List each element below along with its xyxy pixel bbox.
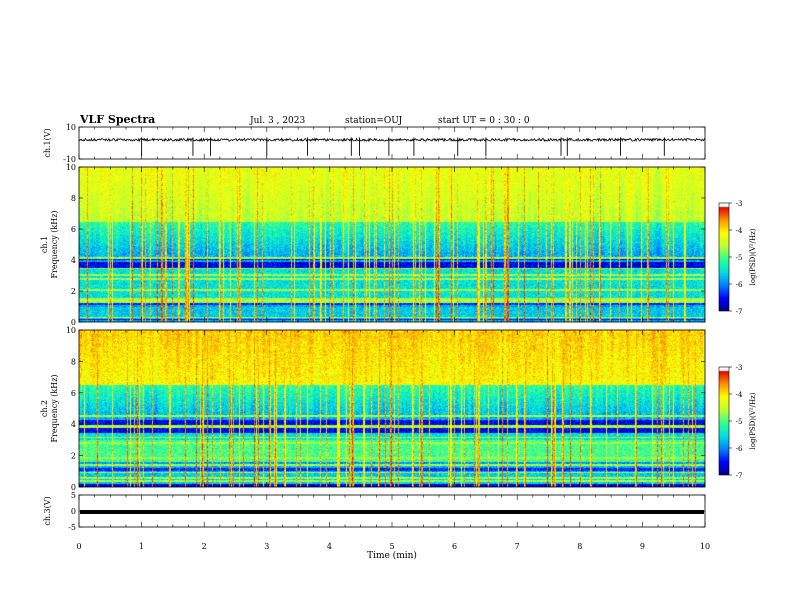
colorbar-ch1-tick-label: -4 — [736, 227, 743, 235]
colorbar-ch2-label: log(PSD)(V²/Hz) — [749, 392, 757, 449]
colorbar-ch1-tick-label: -6 — [736, 281, 743, 289]
colorbar-ch2-tick-label: -6 — [736, 445, 743, 453]
x-tick-label: 2 — [202, 542, 207, 551]
colorbar-ch1-tick-label: -3 — [736, 200, 743, 208]
colorbar-ch1-tick-label: -5 — [736, 254, 743, 262]
x-tick-label: 5 — [389, 542, 394, 551]
figure-title: VLF Spectra — [80, 113, 156, 126]
x-tick-label: 9 — [640, 542, 645, 551]
ch1-spectrogram-ytick-label: 4 — [71, 256, 76, 265]
ch2-spectrogram-ylabel: Frequency (kHz) — [50, 374, 59, 442]
ch3-waveform-ytick-label: -5 — [68, 523, 76, 532]
ch2-spectrogram-ytick-label: 6 — [71, 389, 76, 398]
spectrogram-ch2-image — [79, 330, 705, 487]
colorbar-ch2-image — [719, 367, 729, 475]
ch1-waveform-trace — [78, 137, 706, 143]
colorbar-ch2-tick-label: -3 — [736, 364, 743, 372]
x-axis-label: Time (min) — [367, 550, 417, 561]
x-tick-label: 10 — [700, 542, 710, 551]
date-label: Jul. 3 , 2023 — [250, 116, 306, 126]
x-tick-label: 1 — [139, 542, 144, 551]
ch2-spectrogram-ylabel-channel: ch.2 — [40, 400, 49, 417]
x-tick-label: 3 — [264, 542, 269, 551]
ch1-spectrogram-ytick-label: 2 — [71, 287, 76, 296]
ch2-spectrogram-ytick-label: 2 — [71, 452, 76, 461]
ch1-waveform-ytick-label: -10 — [63, 155, 76, 164]
colorbar-ch1-label: log(PSD)(V²/Hz) — [749, 228, 757, 285]
ch1-spectrogram-ytick-label: 6 — [71, 225, 76, 234]
ch2-spectrogram-ytick-label: 4 — [71, 420, 76, 429]
colorbar-ch2-tick-label: -5 — [736, 418, 743, 426]
ch1-spectrogram-ytick-label: 10 — [66, 163, 76, 172]
x-tick-label: 0 — [76, 542, 81, 551]
ch1-waveform-ytick-label: 10 — [66, 123, 76, 132]
ch2-spectrogram-ytick-label: 0 — [71, 483, 76, 492]
ch3-waveform-ylabel: ch.3(V) — [43, 496, 52, 525]
start-time-label: start UT = 0 : 30 : 0 — [438, 116, 530, 126]
x-tick-label: 7 — [515, 542, 520, 551]
ch2-spectrogram-ytick-label: 10 — [66, 326, 76, 335]
x-tick-label: 8 — [577, 542, 582, 551]
colorbar-ch1-image — [719, 203, 729, 311]
ch1-waveform-ylabel: ch.1(V) — [43, 128, 52, 157]
x-tick-label: 4 — [327, 542, 332, 551]
station-label: station=OUJ — [345, 116, 403, 126]
colorbar-ch2-tick-label: -7 — [736, 472, 743, 480]
ch1-spectrogram-ylabel: Frequency (kHz) — [50, 210, 59, 278]
ch2-spectrogram-ytick-label: 8 — [71, 357, 76, 366]
ch3-waveform-ytick-label: 0 — [71, 507, 76, 516]
x-tick-label: 6 — [452, 542, 457, 551]
ch3-waveform-ytick-label: 5 — [71, 491, 76, 500]
ch1-spectrogram-ytick-label: 0 — [71, 318, 76, 327]
spectrogram-ch1-image — [79, 167, 705, 322]
colorbar-ch2-tick-label: -4 — [736, 391, 743, 399]
ch1-spectrogram-ylabel-channel: ch.1 — [40, 236, 49, 253]
ch1-spectrogram-ytick-label: 8 — [71, 194, 76, 203]
colorbar-ch1-tick-label: -7 — [736, 308, 743, 316]
